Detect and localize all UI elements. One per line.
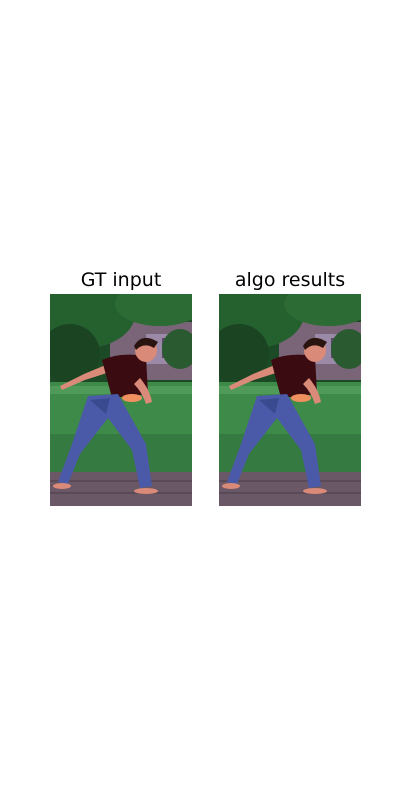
- photo-algo-results: [219, 294, 361, 506]
- panel-title-gt-input: GT input: [80, 269, 162, 291]
- panel-gt-input: GT input: [50, 266, 192, 506]
- panel-title-algo-results: algo results: [234, 269, 346, 291]
- panel-algo-results: algo results: [219, 266, 361, 506]
- photo-gt-input: [50, 294, 192, 506]
